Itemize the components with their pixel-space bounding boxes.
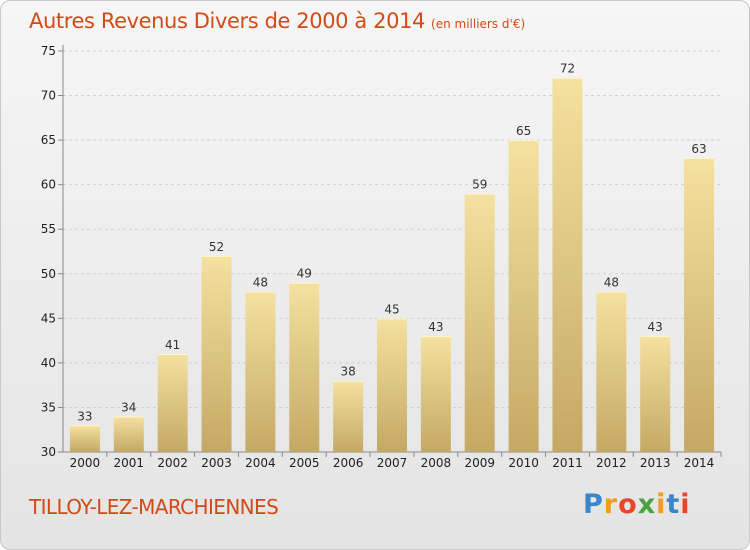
x-tick-label-2004: 2004 bbox=[245, 456, 276, 470]
data-label-2011: 72 bbox=[560, 62, 575, 76]
data-label-2002: 41 bbox=[165, 338, 180, 352]
chart-title-text: Autres Revenus Divers de 2000 à 2014 bbox=[29, 9, 426, 33]
data-label-2008: 43 bbox=[428, 320, 443, 334]
data-label-2007: 45 bbox=[384, 302, 399, 316]
x-tick-label-2007: 2007 bbox=[377, 456, 408, 470]
bar-2008 bbox=[420, 336, 451, 452]
y-tick-label: 30 bbox=[41, 445, 56, 459]
data-label-2014: 63 bbox=[691, 142, 706, 156]
bar-2006 bbox=[333, 380, 364, 452]
logo-letter: i bbox=[680, 489, 691, 520]
x-tick-label-2005: 2005 bbox=[289, 456, 320, 470]
y-tick-label: 40 bbox=[41, 356, 56, 370]
data-label-2005: 49 bbox=[297, 267, 312, 281]
y-tick-label: 65 bbox=[41, 133, 56, 147]
data-label-2006: 38 bbox=[340, 365, 355, 379]
x-tick-label-2013: 2013 bbox=[640, 456, 671, 470]
data-labels: 33 34 41 52 48 49 38 45 43 59 65 72 48 43 63 bbox=[77, 62, 706, 424]
bar-2010 bbox=[508, 140, 539, 452]
y-tick-label: 50 bbox=[41, 267, 56, 281]
bar-2005 bbox=[289, 282, 320, 452]
x-tick-label-2000: 2000 bbox=[70, 456, 101, 470]
logo-letter: x bbox=[637, 489, 657, 520]
data-label-2012: 48 bbox=[604, 276, 619, 290]
data-label-2001: 34 bbox=[121, 400, 136, 414]
proxiti-logo: Proxiti bbox=[583, 489, 691, 520]
y-tick-label: 35 bbox=[41, 400, 56, 414]
x-tick-label-2008: 2008 bbox=[421, 456, 452, 470]
y-tick-label: 55 bbox=[41, 222, 56, 236]
logo-letter: i bbox=[656, 489, 667, 520]
bar-2007 bbox=[377, 318, 407, 452]
y-tick-label: 75 bbox=[41, 44, 56, 58]
axes: 30 35 40 45 50 55 60 65 70 75 2000 2001 2002 2003 2004… bbox=[41, 44, 722, 470]
bars bbox=[69, 77, 715, 453]
logo-letter: P bbox=[583, 489, 604, 520]
y-tick-label: 70 bbox=[41, 89, 56, 103]
logo-letter: r bbox=[603, 489, 619, 520]
commune-name: TILLOY-LEZ-MARCHIENNES bbox=[29, 495, 279, 519]
data-label-2000: 33 bbox=[77, 409, 92, 423]
bar-2009 bbox=[464, 193, 495, 453]
x-tick-label-2010: 2010 bbox=[508, 456, 539, 470]
bar-2011 bbox=[552, 77, 583, 452]
bar-2000 bbox=[69, 425, 100, 452]
data-label-2003: 52 bbox=[209, 240, 224, 254]
chart-title: Autres Revenus Divers de 2000 à 2014 (en … bbox=[29, 9, 525, 33]
x-tick-label-2011: 2011 bbox=[552, 456, 583, 470]
logo-letter: o bbox=[618, 489, 638, 520]
bar-2013 bbox=[640, 336, 671, 452]
data-label-2009: 59 bbox=[472, 178, 487, 192]
data-label-2004: 48 bbox=[253, 276, 268, 290]
bar-2002 bbox=[157, 353, 188, 452]
x-tick-label-2002: 2002 bbox=[157, 456, 188, 470]
y-tick-label: 60 bbox=[41, 178, 56, 192]
data-label-2010: 65 bbox=[516, 124, 531, 138]
bar-2003 bbox=[201, 255, 232, 452]
bar-2012 bbox=[596, 291, 627, 452]
x-tick-label-2012: 2012 bbox=[596, 456, 627, 470]
chart-unit: (en milliers d'€) bbox=[431, 17, 526, 31]
x-tick-label-2014: 2014 bbox=[684, 456, 715, 470]
bar-2004 bbox=[245, 291, 276, 452]
x-tick-label-2006: 2006 bbox=[333, 456, 364, 470]
data-label-2013: 43 bbox=[648, 320, 663, 334]
logo-letter: t bbox=[666, 489, 681, 520]
x-tick-label-2003: 2003 bbox=[201, 456, 232, 470]
bar-2001 bbox=[113, 416, 144, 452]
y-tick-label: 45 bbox=[41, 311, 56, 325]
x-tick-label-2001: 2001 bbox=[114, 456, 145, 470]
bar-2014 bbox=[684, 157, 715, 452]
x-tick-label-2009: 2009 bbox=[464, 456, 495, 470]
